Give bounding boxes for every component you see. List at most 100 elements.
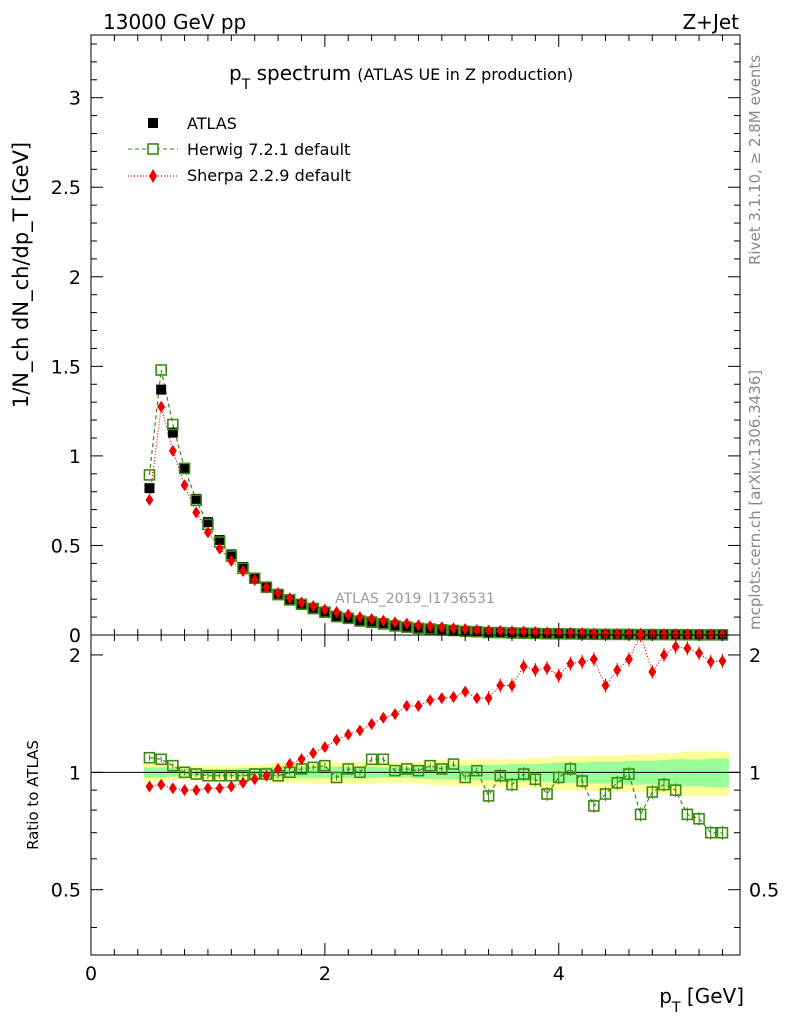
- sherpa-point: [624, 627, 633, 640]
- atlas-point: [214, 535, 225, 546]
- sherpa-ratio-point: [659, 648, 668, 661]
- sherpa-ratio-point: [227, 780, 236, 793]
- sherpa-point: [168, 444, 177, 457]
- sherpa-point: [554, 626, 563, 639]
- sherpa-ratio-point: [367, 718, 376, 731]
- sherpa-ratio-point: [554, 669, 563, 682]
- title-note: (ATLAS UE in Z production): [357, 65, 573, 84]
- sherpa-point: [695, 628, 704, 641]
- ratio-tick-label-right: 1: [749, 762, 761, 784]
- sherpa-ratio-point: [320, 741, 329, 754]
- atlas-point: [156, 384, 167, 395]
- x-axis-label: pT [GeV]: [659, 984, 744, 1016]
- y-tick-label: 0: [69, 625, 81, 647]
- herwig-ratio-point: [354, 766, 366, 779]
- sherpa-ratio-point: [192, 784, 201, 797]
- sherpa-point: [578, 627, 587, 640]
- sherpa-point: [414, 619, 423, 632]
- sherpa-point: [355, 611, 364, 624]
- sherpa-point: [309, 600, 318, 613]
- legend-sherpa-marker: [149, 169, 157, 183]
- sherpa-point: [659, 628, 668, 641]
- sherpa-point: [426, 620, 435, 633]
- sherpa-ratio-point: [379, 711, 388, 724]
- y-tick-label: 3: [69, 88, 81, 110]
- header-right: Z+Jet: [682, 10, 739, 34]
- herwig-ratio-point: [225, 769, 238, 782]
- sherpa-ratio-point: [636, 629, 645, 641]
- herwig-ratio-point: [330, 771, 343, 784]
- sherpa-point: [601, 627, 610, 640]
- sherpa-ratio-point: [355, 724, 364, 737]
- sherpa-point: [648, 628, 657, 641]
- herwig-ratio-point: [646, 786, 659, 798]
- sherpa-ratio-point: [683, 642, 692, 655]
- herwig-ratio-point: [576, 775, 588, 787]
- ratio-tick-label: 1: [69, 762, 81, 784]
- sherpa-ratio-point: [496, 679, 505, 692]
- header-left: 13000 GeV pp: [103, 10, 246, 34]
- sherpa-ratio-point: [297, 753, 306, 766]
- sherpa-point: [145, 493, 154, 506]
- legend-atlas-marker: [148, 118, 158, 128]
- sherpa-point: [320, 603, 329, 616]
- y-tick-label: 2: [69, 267, 81, 289]
- ratio-tick-label: 2: [69, 645, 81, 667]
- herwig-ratio-point: [716, 826, 729, 839]
- atlas-point: [179, 463, 190, 474]
- atlas-point: [167, 427, 178, 438]
- sherpa-point: [192, 506, 201, 519]
- sherpa-ratio-point: [706, 655, 715, 668]
- herwig-ratio-point: [623, 768, 635, 780]
- herwig-ratio-point: [307, 761, 319, 774]
- sherpa-point: [391, 616, 400, 629]
- sherpa-point: [262, 581, 271, 594]
- sherpa-ratio-point: [613, 663, 622, 676]
- y-tick-label: 0.5: [51, 535, 81, 557]
- band-inner: [693, 759, 706, 787]
- sherpa-point: [239, 565, 248, 578]
- sherpa-ratio-point: [507, 679, 516, 692]
- herwig-ratio-line: [149, 757, 723, 834]
- sherpa-ratio-point: [519, 660, 528, 673]
- sherpa-ratio-point: [531, 663, 540, 676]
- sherpa-point: [683, 628, 692, 641]
- sherpa-ratio-point: [624, 653, 633, 666]
- sherpa-ratio-point: [332, 734, 341, 747]
- herwig-point: [190, 494, 203, 507]
- sherpa-ratio-point: [391, 708, 400, 721]
- herwig-ratio-point: [529, 773, 542, 786]
- atlas-point: [191, 493, 202, 504]
- sherpa-point: [285, 592, 294, 605]
- sherpa-point: [180, 479, 189, 492]
- x-tick-label: 4: [553, 963, 565, 985]
- herwig-point: [167, 418, 179, 431]
- sherpa-point: [472, 624, 481, 637]
- herwig-ratio-point: [611, 776, 624, 789]
- band-inner: [669, 759, 683, 787]
- sherpa-point: [344, 608, 353, 621]
- rivet-label: Rivet 3.1.10, ≥ 2.8M events: [746, 55, 764, 265]
- y-tick-label: 1.5: [51, 356, 81, 378]
- herwig-ratio-point: [599, 788, 612, 800]
- sherpa-ratio-point: [168, 782, 177, 795]
- sherpa-ratio-point: [414, 699, 423, 712]
- herwig-ratio-point: [400, 763, 413, 775]
- sherpa-ratio-point: [157, 778, 166, 791]
- ratio-frame: [90, 634, 741, 956]
- herwig-ratio-point: [517, 768, 530, 780]
- legend-herwig-marker: [147, 143, 159, 155]
- sherpa-ratio-point: [344, 728, 353, 741]
- herwig-ratio-point: [412, 764, 425, 777]
- herwig-ratio-point: [143, 751, 156, 764]
- herwig-ratio-point: [634, 808, 647, 821]
- sherpa-ratio-point: [262, 769, 271, 782]
- herwig-point: [178, 462, 191, 475]
- herwig-ratio-point: [424, 759, 436, 772]
- sherpa-point: [507, 625, 516, 638]
- sherpa-ratio-point: [484, 692, 493, 705]
- herwig-ratio-point: [704, 826, 717, 839]
- herwig-ratio-point: [365, 753, 378, 766]
- watermark: ATLAS_2019_I1736531: [335, 591, 495, 607]
